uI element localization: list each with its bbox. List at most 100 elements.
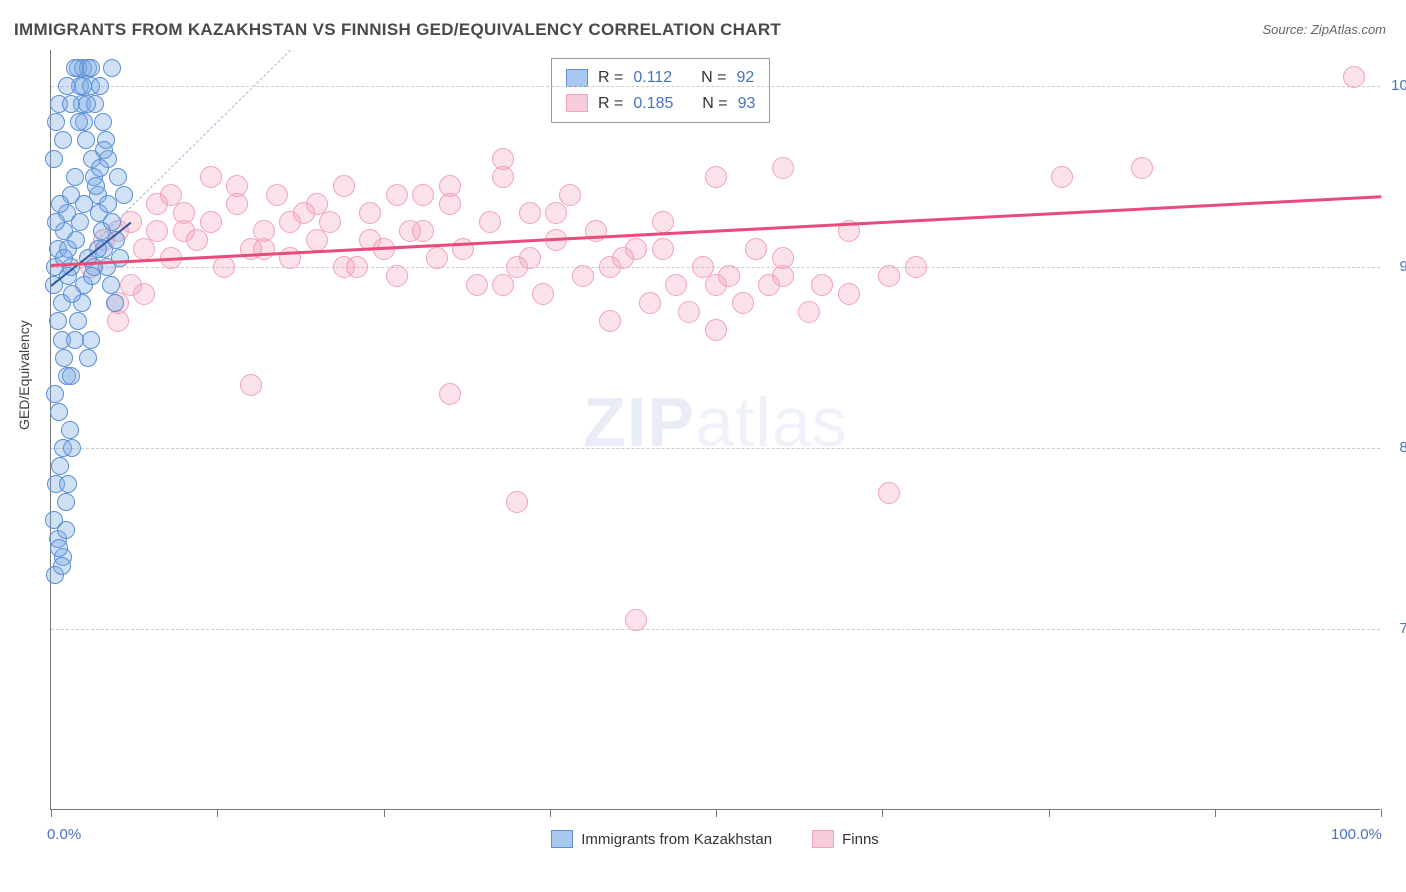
data-point bbox=[87, 177, 105, 195]
data-point bbox=[107, 310, 129, 332]
data-point bbox=[62, 367, 80, 385]
legend-item: Finns bbox=[812, 830, 879, 848]
data-point bbox=[492, 148, 514, 170]
data-point bbox=[47, 213, 65, 231]
data-point bbox=[1131, 157, 1153, 179]
data-point bbox=[109, 168, 127, 186]
data-point bbox=[279, 211, 301, 233]
data-point bbox=[705, 274, 727, 296]
data-point bbox=[878, 482, 900, 504]
data-point bbox=[46, 385, 64, 403]
data-point bbox=[745, 238, 767, 260]
legend-swatch bbox=[566, 94, 588, 112]
x-tick bbox=[217, 809, 218, 817]
data-point bbox=[519, 247, 541, 269]
data-point bbox=[91, 77, 109, 95]
data-point bbox=[45, 150, 63, 168]
data-point bbox=[439, 175, 461, 197]
watermark: ZIPatlas bbox=[583, 382, 848, 462]
data-point bbox=[82, 59, 100, 77]
data-point bbox=[266, 184, 288, 206]
data-point bbox=[838, 283, 860, 305]
data-point bbox=[732, 292, 754, 314]
data-point bbox=[506, 491, 528, 513]
legend-row: R = 0.185 N = 93 bbox=[566, 91, 755, 117]
data-point bbox=[69, 312, 87, 330]
data-point bbox=[492, 274, 514, 296]
data-point bbox=[83, 267, 101, 285]
data-point bbox=[75, 195, 93, 213]
data-point bbox=[57, 493, 75, 511]
data-point bbox=[519, 202, 541, 224]
data-point bbox=[133, 283, 155, 305]
data-point bbox=[705, 166, 727, 188]
x-tick bbox=[550, 809, 551, 817]
data-point bbox=[103, 213, 121, 231]
x-tick bbox=[716, 809, 717, 817]
data-point bbox=[57, 521, 75, 539]
series-legend: Immigrants from Kazakhstan Finns bbox=[50, 830, 1380, 848]
y-tick-label: 100.0% bbox=[1391, 77, 1406, 94]
data-point bbox=[47, 113, 65, 131]
data-point bbox=[55, 349, 73, 367]
data-point bbox=[625, 238, 647, 260]
data-point bbox=[53, 557, 71, 575]
data-point bbox=[532, 283, 554, 305]
data-point bbox=[160, 184, 182, 206]
data-point bbox=[772, 157, 794, 179]
y-tick-label: 90.0% bbox=[1399, 258, 1406, 275]
data-point bbox=[705, 319, 727, 341]
y-tick-label: 70.0% bbox=[1399, 620, 1406, 637]
data-point bbox=[63, 285, 81, 303]
data-point bbox=[71, 213, 89, 231]
data-point bbox=[386, 184, 408, 206]
data-point bbox=[599, 256, 621, 278]
data-point bbox=[61, 421, 79, 439]
data-point bbox=[798, 301, 820, 323]
data-point bbox=[479, 211, 501, 233]
data-point bbox=[74, 77, 92, 95]
source-credit: Source: ZipAtlas.com bbox=[1262, 22, 1386, 37]
data-point bbox=[95, 141, 113, 159]
data-point bbox=[103, 59, 121, 77]
data-point bbox=[213, 256, 235, 278]
gridline bbox=[51, 629, 1380, 630]
data-point bbox=[439, 383, 461, 405]
data-point bbox=[111, 249, 129, 267]
y-tick-label: 80.0% bbox=[1399, 439, 1406, 456]
data-point bbox=[173, 220, 195, 242]
data-point bbox=[878, 265, 900, 287]
data-point bbox=[50, 539, 68, 557]
data-point bbox=[652, 211, 674, 233]
data-point bbox=[226, 175, 248, 197]
data-point bbox=[319, 211, 341, 233]
trend-line bbox=[51, 195, 1381, 266]
data-point bbox=[599, 310, 621, 332]
legend-swatch bbox=[551, 830, 573, 848]
x-tick bbox=[1049, 809, 1050, 817]
data-point bbox=[70, 113, 88, 131]
data-point bbox=[253, 238, 275, 260]
gridline bbox=[51, 448, 1380, 449]
data-point bbox=[652, 238, 674, 260]
data-point bbox=[240, 374, 262, 396]
data-point bbox=[625, 609, 647, 631]
data-point bbox=[1343, 66, 1365, 88]
legend-swatch bbox=[566, 69, 588, 87]
data-point bbox=[115, 186, 133, 204]
data-point bbox=[306, 193, 328, 215]
data-point bbox=[77, 131, 95, 149]
data-point bbox=[106, 294, 124, 312]
legend-item: Immigrants from Kazakhstan bbox=[551, 830, 772, 848]
data-point bbox=[905, 256, 927, 278]
gridline bbox=[51, 267, 1380, 268]
x-tick bbox=[384, 809, 385, 817]
data-point bbox=[1051, 166, 1073, 188]
data-point bbox=[94, 113, 112, 131]
x-tick bbox=[882, 809, 883, 817]
data-point bbox=[79, 349, 97, 367]
data-point bbox=[51, 195, 69, 213]
data-point bbox=[333, 256, 355, 278]
data-point bbox=[78, 95, 96, 113]
data-point bbox=[49, 312, 67, 330]
